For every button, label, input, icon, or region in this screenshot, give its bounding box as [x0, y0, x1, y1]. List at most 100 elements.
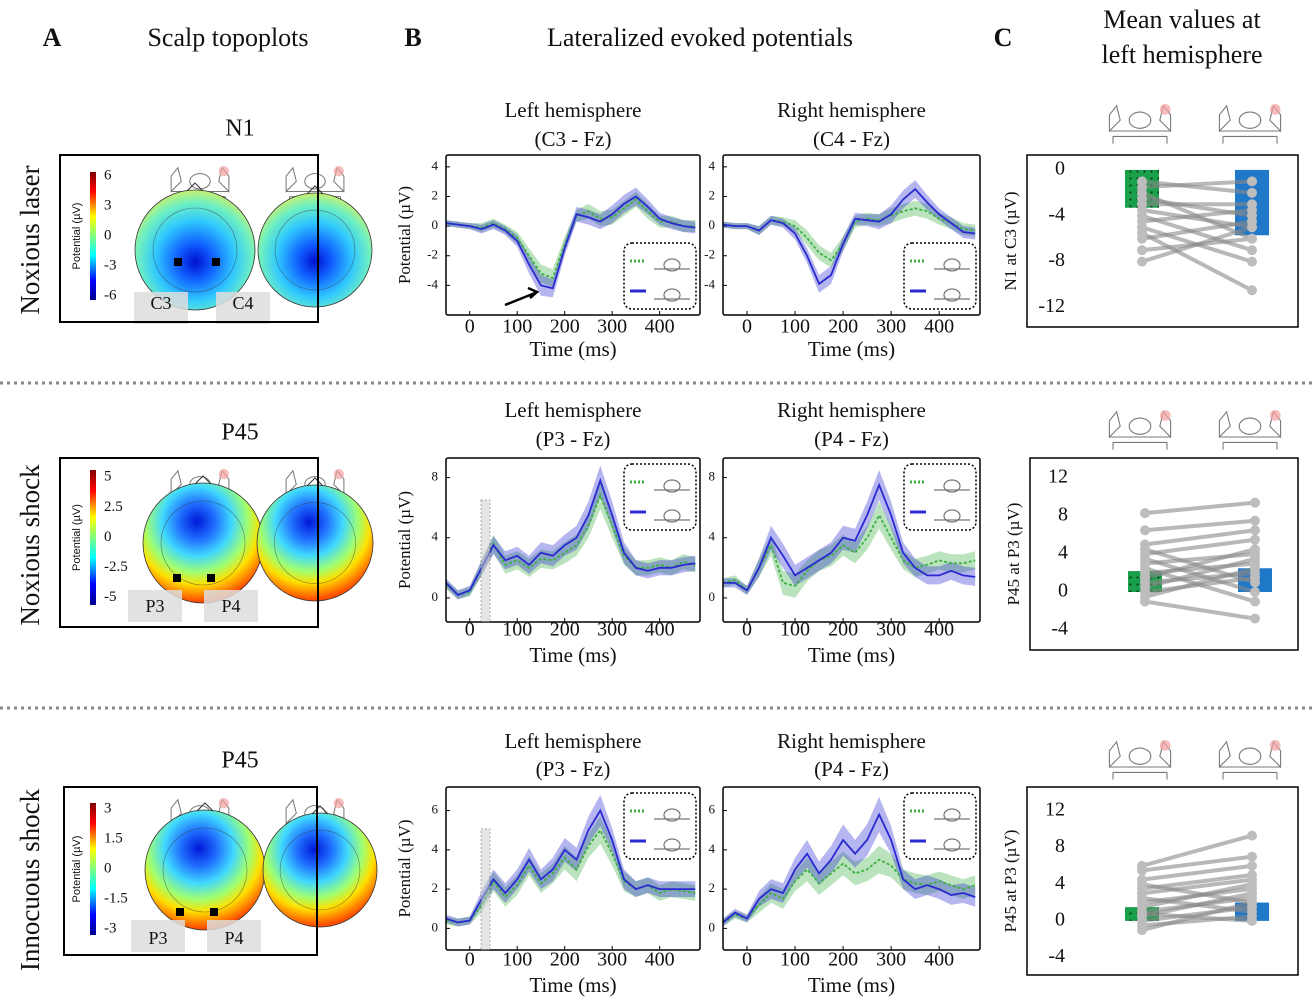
electrode-label: P3 — [148, 928, 167, 948]
subject-point — [1250, 553, 1260, 564]
subject-point — [1140, 525, 1150, 536]
y-tick-label: 12 — [1048, 466, 1068, 488]
setup-icon — [1218, 740, 1282, 780]
x-tick-label: 200 — [828, 619, 858, 641]
y-tick-label: -4 — [1048, 945, 1065, 967]
pair-line — [1143, 500, 1257, 516]
chart-subtitle: (C3 - Fz) — [535, 127, 612, 151]
colorbar-label: Potential (µV) — [71, 203, 83, 270]
icon-head — [1128, 111, 1152, 129]
x-tick-label: 200 — [828, 949, 858, 971]
colorbar-tick-label: 3 — [104, 800, 112, 816]
x-tick-label: 300 — [876, 316, 906, 338]
colorbar-tick-label: -5 — [104, 589, 117, 605]
icon-stim — [1159, 410, 1171, 421]
legend-inset — [623, 792, 697, 860]
scalp-inner — [160, 500, 246, 586]
pair-line — [1143, 556, 1257, 590]
colorbar — [90, 803, 96, 935]
electrode — [173, 574, 181, 582]
icon-head — [189, 173, 211, 190]
scalp-outline — [311, 805, 329, 815]
legend-icons — [934, 479, 970, 523]
legend-icons — [654, 808, 690, 852]
y-tick-label: 8 — [1058, 504, 1068, 526]
icon-head — [304, 173, 326, 190]
y-tick-label: 4 — [1055, 872, 1065, 894]
chart-title: Right hemisphere — [777, 398, 926, 422]
colorbar-tick-label: -3 — [104, 920, 117, 936]
icon-stim — [1159, 104, 1171, 115]
icon-stim — [218, 469, 229, 480]
scalp-inner — [274, 209, 356, 291]
scalp-map — [262, 812, 378, 928]
electrode-label: C4 — [232, 293, 253, 313]
electrode — [207, 574, 215, 582]
scalp-map — [257, 192, 373, 308]
y-tick-label: 6 — [709, 802, 716, 817]
chart-subtitle: (P4 - Fz) — [814, 757, 889, 781]
pair-line — [1140, 854, 1254, 873]
colorbar-tick-label: 3 — [104, 197, 112, 213]
y-tick-label: -4 — [427, 276, 438, 291]
pair-line — [1140, 833, 1254, 868]
legend-icons — [934, 258, 970, 302]
colorbar-tick-label: 5 — [104, 469, 112, 485]
erp-line — [722, 812, 976, 924]
electrode-label: P4 — [224, 928, 243, 948]
y-tick-label: 0 — [432, 589, 439, 604]
row-label: Innocuous shock — [15, 788, 45, 971]
x-tick-label: 100 — [502, 316, 532, 338]
y-tick-label: 4 — [432, 529, 439, 544]
chart-subtitle: (P3 - Fz) — [536, 757, 611, 781]
x-tick-label: 100 — [780, 316, 810, 338]
x-tick-label: 300 — [876, 619, 906, 641]
pair-line — [1140, 219, 1254, 241]
icon-stim — [1269, 740, 1281, 751]
subject-point — [1247, 830, 1257, 841]
y-tick-label: 0 — [709, 217, 716, 232]
colorbar-tick-label: -6 — [104, 287, 117, 303]
y-axis-label: Potential (µV) — [395, 491, 414, 589]
subject-point — [1247, 285, 1257, 296]
subject-point — [1247, 851, 1257, 862]
y-tick-label: -8 — [1048, 249, 1065, 271]
topoplot-title: P45 — [221, 748, 258, 774]
subject-point — [1250, 544, 1260, 555]
y-tick-label: 0 — [1058, 580, 1068, 602]
topoplot-title: N1 — [225, 116, 254, 142]
plot-frame — [1026, 786, 1299, 976]
time-window — [480, 828, 491, 951]
plot-frame — [722, 154, 981, 316]
y-tick-label: -4 — [704, 276, 715, 291]
panel-title: Mean values at — [1103, 5, 1261, 34]
pair-line — [1140, 179, 1254, 195]
y-tick-label: 4 — [709, 529, 716, 544]
topoplot-frame — [63, 786, 318, 956]
electrode-label-box — [128, 590, 182, 622]
colorbar — [90, 470, 96, 605]
x-tick-label: 0 — [742, 619, 752, 641]
subject-point — [1247, 205, 1257, 216]
error-band — [446, 794, 696, 927]
pair-line — [1140, 877, 1254, 896]
y-tick-label: 0 — [1055, 908, 1065, 930]
legend-inset — [623, 463, 697, 531]
x-tick-label: 0 — [742, 316, 752, 338]
pair-line — [1143, 575, 1257, 595]
error-band — [723, 180, 976, 293]
x-tick-label: 100 — [780, 619, 810, 641]
pair-line — [1143, 537, 1257, 556]
erp-line — [722, 187, 976, 286]
y-tick-label: 8 — [432, 469, 439, 484]
x-tick-label: 400 — [645, 316, 675, 338]
x-axis-label: Time (ms) — [808, 337, 895, 361]
setup-icon — [1108, 104, 1172, 144]
x-tick-label: 400 — [924, 316, 954, 338]
electrode — [210, 908, 218, 916]
panel-title: Scalp topoplots — [147, 23, 308, 52]
y-tick-label: 12 — [1045, 798, 1065, 820]
pair-line — [1140, 225, 1254, 264]
scalp-map — [134, 189, 256, 311]
electrode-label-box — [216, 292, 270, 324]
